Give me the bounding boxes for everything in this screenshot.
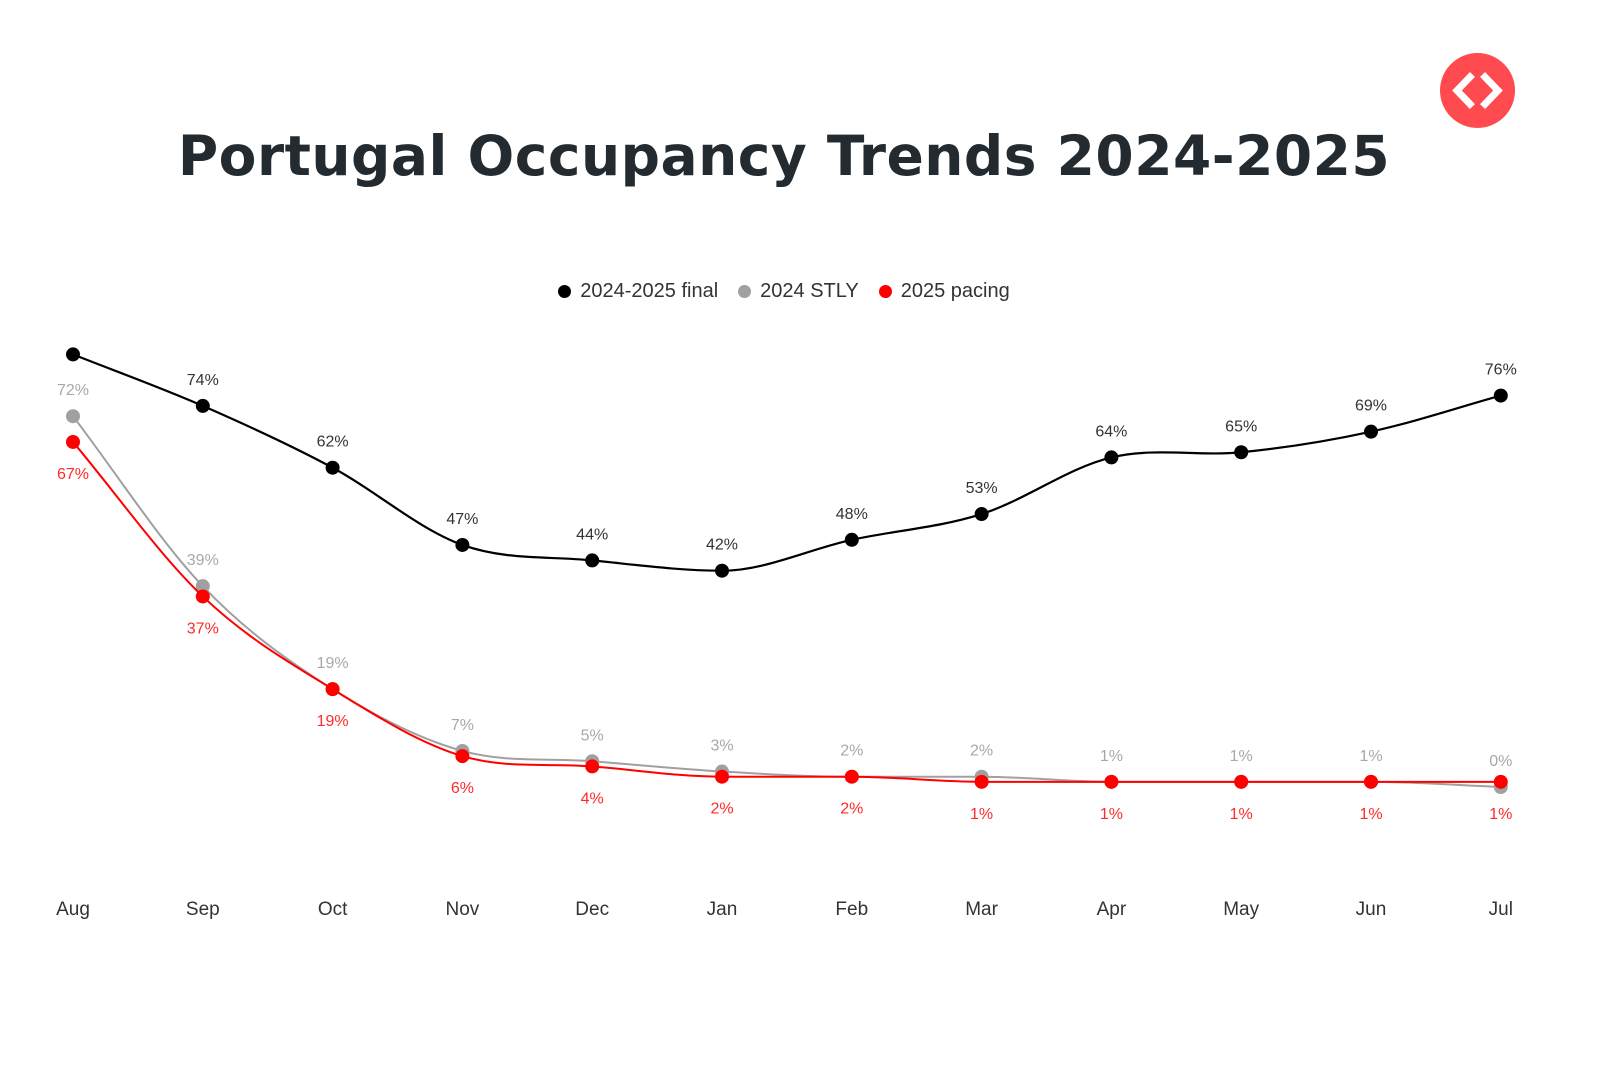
data-point-final bbox=[455, 537, 470, 552]
data-label-final: 69% bbox=[1355, 398, 1387, 415]
data-label-pacing: 19% bbox=[317, 713, 349, 730]
data-label-pacing: 1% bbox=[1100, 806, 1123, 823]
data-label-final: 48% bbox=[836, 506, 868, 523]
legend-item-final[interactable]: 2024-2025 final bbox=[558, 280, 718, 303]
data-label-pacing: 4% bbox=[581, 790, 604, 807]
data-point-final bbox=[66, 347, 80, 362]
data-point-final bbox=[974, 507, 989, 522]
data-point-stly bbox=[66, 409, 80, 424]
x-tick-label: Jan bbox=[707, 899, 738, 920]
data-point-final bbox=[1364, 424, 1378, 439]
data-point-pacing bbox=[1104, 774, 1119, 789]
data-label-final: 74% bbox=[187, 372, 219, 389]
data-label-pacing: 1% bbox=[1489, 806, 1512, 823]
data-label-final: 53% bbox=[966, 480, 998, 497]
x-tick-label: Feb bbox=[835, 899, 868, 920]
data-label-final: 62% bbox=[317, 434, 349, 451]
data-label-pacing: 67% bbox=[57, 466, 89, 483]
chart-title: Portugal Occupancy Trends 2024-2025 bbox=[177, 124, 1391, 188]
x-tick-label: Oct bbox=[318, 899, 348, 920]
series-final bbox=[66, 347, 1508, 578]
data-label-final: 76% bbox=[1485, 362, 1517, 379]
data-label-final: 47% bbox=[446, 511, 478, 528]
data-label-pacing: 2% bbox=[840, 801, 863, 818]
data-point-final bbox=[715, 563, 729, 578]
x-tick-label: Jun bbox=[1356, 899, 1387, 920]
data-point-final bbox=[325, 460, 340, 475]
series-line-stly bbox=[72, 415, 1501, 788]
data-point-pacing bbox=[585, 759, 600, 774]
data-point-final bbox=[585, 553, 600, 568]
data-label-stly: 3% bbox=[710, 738, 733, 755]
data-point-pacing bbox=[715, 769, 729, 784]
data-label-stly: 7% bbox=[451, 717, 474, 734]
data-point-pacing bbox=[844, 769, 859, 784]
series-line-final bbox=[72, 353, 1502, 572]
data-label-final: 42% bbox=[706, 537, 738, 554]
x-tick-label: Aug bbox=[56, 899, 90, 920]
data-label-stly: 72% bbox=[57, 382, 89, 399]
data-point-final bbox=[195, 398, 210, 413]
x-tick-label: Nov bbox=[446, 899, 480, 920]
data-point-pacing bbox=[1234, 774, 1249, 789]
data-label-stly: 1% bbox=[1100, 748, 1123, 765]
data-label-stly: 39% bbox=[187, 552, 219, 569]
series-stly bbox=[66, 409, 1508, 794]
data-point-final bbox=[1104, 450, 1119, 465]
series-line-pacing bbox=[72, 441, 1501, 783]
data-point-pacing bbox=[1493, 774, 1508, 789]
data-label-stly: 2% bbox=[840, 743, 863, 760]
data-label-pacing: 1% bbox=[970, 806, 993, 823]
legend-marker-stly bbox=[738, 285, 752, 298]
legend-marker-final bbox=[558, 285, 572, 298]
data-point-pacing bbox=[455, 749, 470, 764]
legend-item-stly[interactable]: 2024 STLY bbox=[738, 280, 859, 303]
x-tick-label: May bbox=[1223, 899, 1259, 920]
series-pacing bbox=[66, 434, 1508, 789]
data-point-final bbox=[1493, 388, 1508, 403]
data-point-stly bbox=[195, 579, 210, 594]
legend-label-stly: 2024 STLY bbox=[760, 280, 859, 302]
data-label-final: 44% bbox=[576, 526, 608, 543]
legend-item-pacing[interactable]: 2025 pacing bbox=[878, 280, 1010, 303]
data-label-stly: 5% bbox=[581, 727, 604, 744]
data-label-stly: 2% bbox=[970, 743, 993, 760]
data-point-pacing bbox=[1364, 774, 1378, 789]
data-point-pacing bbox=[66, 434, 80, 449]
legend-label-final: 2024-2025 final bbox=[580, 280, 719, 302]
x-tick-label: Sep bbox=[186, 899, 220, 920]
data-point-pacing bbox=[195, 589, 210, 604]
data-label-stly: 19% bbox=[317, 655, 349, 672]
data-label-stly: 1% bbox=[1359, 748, 1382, 765]
data-label-pacing: 1% bbox=[1230, 806, 1253, 823]
brand-logo[interactable] bbox=[1440, 53, 1515, 128]
data-point-final bbox=[844, 532, 859, 547]
data-label-final: 65% bbox=[1225, 418, 1257, 435]
data-point-pacing bbox=[974, 774, 989, 789]
x-tick-label: Mar bbox=[965, 899, 998, 920]
data-label-final: 64% bbox=[1095, 423, 1127, 440]
data-label-pacing: 1% bbox=[1359, 806, 1382, 823]
legend-label-pacing: 2025 pacing bbox=[900, 280, 1010, 302]
data-label-stly: 0% bbox=[1489, 753, 1512, 770]
x-tick-label: Dec bbox=[575, 899, 609, 920]
x-tick-label: Jul bbox=[1489, 899, 1513, 920]
data-label-pacing: 6% bbox=[451, 780, 474, 797]
chart-legend: 2024-2025 final 2024 STLY 2025 pacing bbox=[0, 280, 1568, 303]
data-point-pacing bbox=[325, 682, 340, 697]
data-label-stly: 1% bbox=[1230, 748, 1253, 765]
legend-marker-pacing bbox=[878, 285, 892, 298]
data-label-pacing: 2% bbox=[710, 801, 733, 818]
code-brackets-icon bbox=[1440, 53, 1515, 128]
data-point-final bbox=[1234, 445, 1249, 460]
data-label-pacing: 37% bbox=[187, 620, 219, 637]
x-tick-label: Apr bbox=[1097, 899, 1127, 920]
